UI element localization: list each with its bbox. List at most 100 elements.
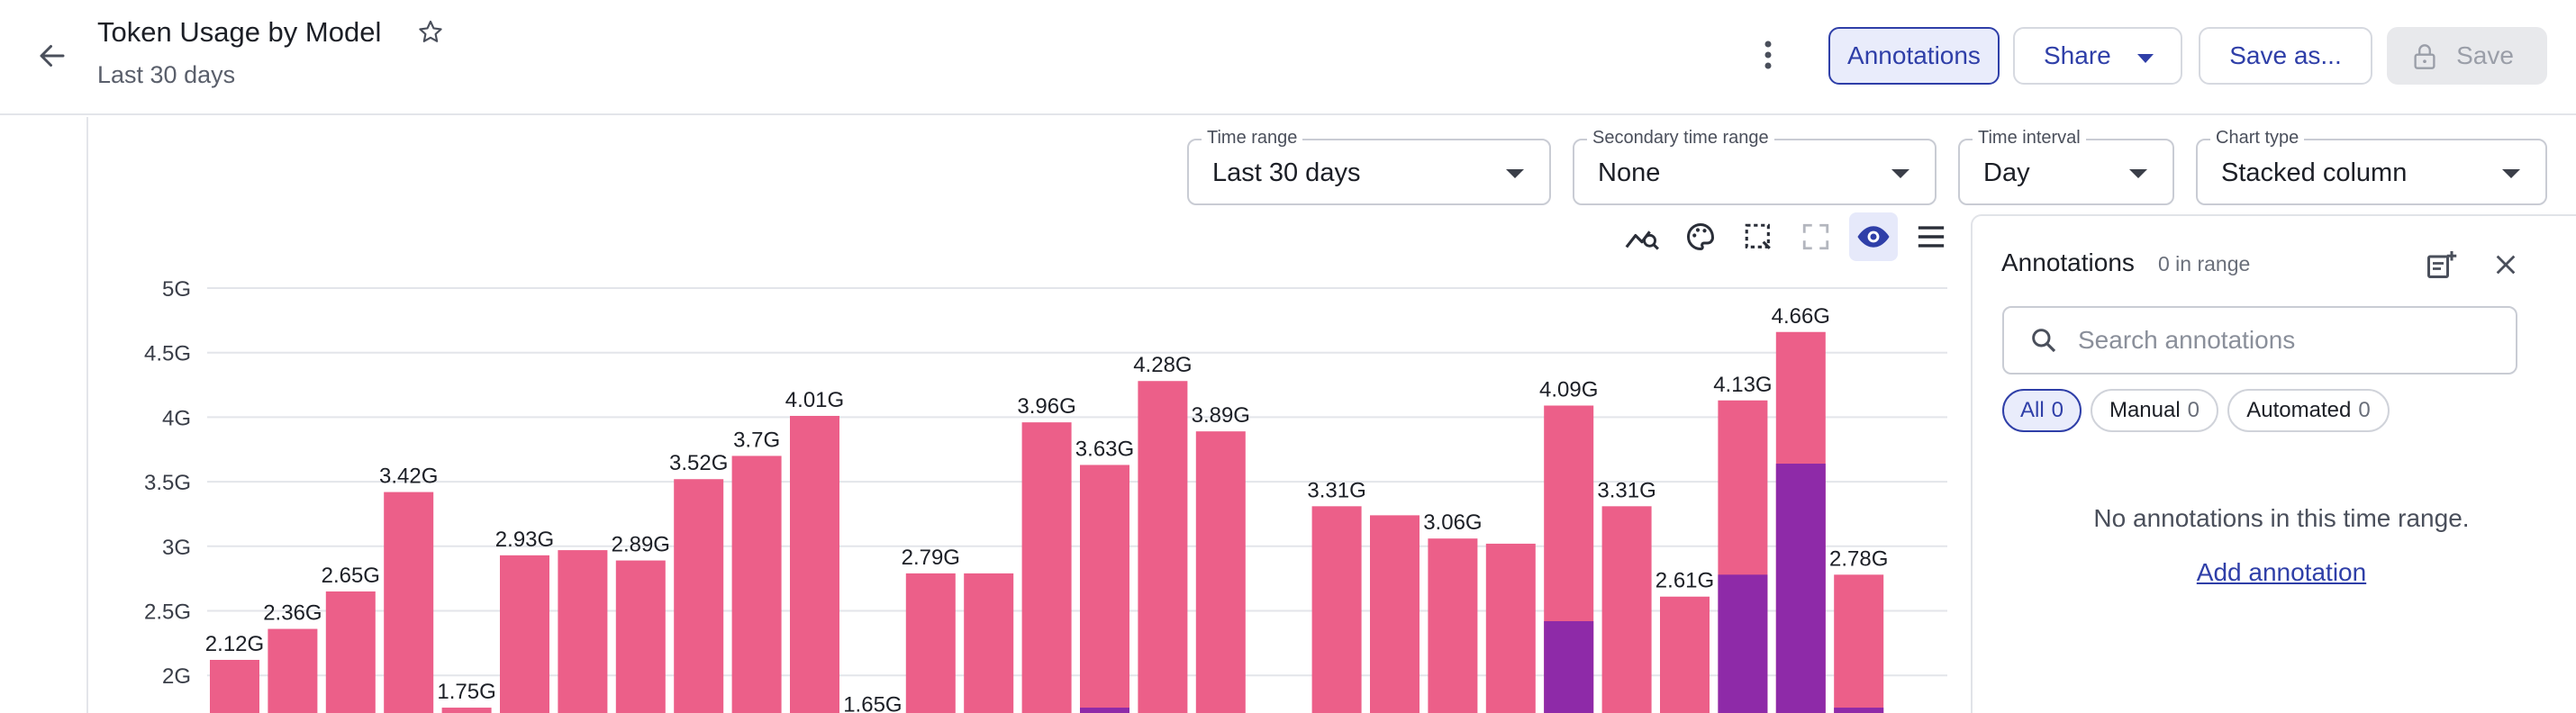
bar[interactable]	[905, 573, 956, 713]
bar[interactable]	[790, 415, 839, 713]
bar-segment[interactable]	[1544, 620, 1594, 713]
back-button[interactable]	[27, 31, 77, 81]
data-label: 3.52G	[669, 451, 728, 475]
left-rail	[0, 117, 88, 713]
bar[interactable]	[441, 708, 492, 713]
data-label: 1.75G	[437, 680, 495, 704]
bar[interactable]	[1138, 381, 1188, 713]
bar[interactable]	[210, 659, 259, 713]
data-label: 2.79G	[902, 546, 960, 570]
visibility-toggle[interactable]	[1849, 212, 1898, 261]
bar[interactable]	[325, 591, 376, 713]
chip-count: 0	[2187, 398, 2200, 422]
bar[interactable]	[1834, 574, 1884, 713]
star-icon	[419, 20, 442, 42]
caret-down-icon	[1891, 169, 1909, 178]
bar[interactable]	[674, 479, 724, 713]
y-tick-label: 2G	[162, 664, 191, 689]
bar-segment[interactable]	[1775, 464, 1826, 713]
bar[interactable]	[1021, 422, 1072, 713]
legend-menu-button[interactable]	[1907, 212, 1955, 261]
page-title: Token Usage by Model	[97, 16, 382, 48]
trend-analyze-button[interactable]	[1618, 212, 1666, 261]
data-label: 3.06G	[1423, 510, 1482, 535]
data-label: 3.89G	[1192, 403, 1250, 428]
caret-down-icon	[1506, 169, 1524, 178]
bar[interactable]	[964, 573, 1014, 713]
data-label: 2.61G	[1655, 569, 1714, 593]
save-button[interactable]: Save	[2387, 27, 2547, 85]
annotations-count: 0 in range	[2158, 252, 2251, 275]
add-note-button[interactable]	[2419, 243, 2463, 286]
annotations-panel-title: Annotations	[2001, 248, 2135, 276]
bar-segment[interactable]	[1718, 574, 1768, 713]
bar[interactable]	[615, 560, 666, 713]
caret-down-icon	[2137, 54, 2154, 63]
time-range-label: Time range	[1202, 128, 1303, 149]
data-label: 3.42G	[379, 465, 438, 489]
secondary-time-range-value: None	[1598, 158, 1661, 187]
bar[interactable]	[1195, 431, 1246, 713]
fullscreen-button[interactable]	[1791, 212, 1840, 261]
add-annotation-link[interactable]: Add annotation	[2196, 558, 2367, 586]
chip-count: 0	[2358, 398, 2371, 422]
bar[interactable]	[384, 492, 434, 713]
data-label: 3.96G	[1017, 394, 1075, 419]
bar[interactable]	[1601, 506, 1652, 713]
bar[interactable]	[1485, 543, 1536, 713]
chip-label: Manual	[2109, 398, 2181, 422]
bar[interactable]	[1428, 538, 1478, 713]
bar[interactable]	[1080, 465, 1129, 713]
bar[interactable]	[558, 550, 608, 713]
bar[interactable]	[268, 628, 318, 713]
close-icon	[2496, 255, 2516, 275]
y-tick-label: 5G	[162, 277, 191, 302]
bar[interactable]	[731, 456, 782, 713]
page-subtitle: Last 30 days	[97, 61, 236, 88]
favorite-button[interactable]	[416, 18, 452, 54]
secondary-time-range-select[interactable]: Secondary time range None	[1573, 128, 1937, 205]
bar[interactable]	[1660, 596, 1710, 713]
share-button-label: Share	[2044, 41, 2111, 69]
data-label: 2.78G	[1829, 546, 1888, 571]
bar[interactable]	[1370, 515, 1420, 713]
secondary-time-range-label: Secondary time range	[1587, 128, 1774, 149]
data-label: 4.66G	[1772, 304, 1830, 329]
lock-icon	[2414, 44, 2435, 69]
chip-label: All	[2019, 398, 2045, 422]
bar-segment[interactable]	[1080, 708, 1129, 713]
filter-chip-automated[interactable]: Automated 0	[2227, 389, 2390, 432]
palette-icon	[1687, 222, 1715, 251]
palette-button[interactable]	[1676, 212, 1725, 261]
filter-chip-all[interactable]: All 0	[2002, 389, 2082, 432]
bar-segment[interactable]	[1834, 708, 1884, 713]
select-region-icon	[1745, 223, 1771, 249]
fullscreen-icon	[1802, 223, 1829, 250]
time-interval-select[interactable]: Time interval Day	[1958, 128, 2174, 205]
arrow-left-icon	[40, 45, 65, 67]
data-label: 2.65G	[322, 564, 380, 588]
caret-down-icon	[2502, 169, 2520, 178]
y-tick-label: 3G	[162, 536, 191, 560]
select-region-button[interactable]	[1734, 212, 1782, 261]
data-label: 3.63G	[1075, 437, 1134, 461]
annotations-button[interactable]: Annotations	[1828, 27, 2000, 85]
bar[interactable]	[500, 555, 549, 713]
data-label: 4.09G	[1539, 377, 1598, 402]
share-button[interactable]: Share	[2013, 27, 2182, 85]
time-range-select[interactable]: Time range Last 30 days	[1187, 128, 1551, 205]
save-as-button-label: Save as...	[2229, 41, 2342, 69]
more-vertical-icon	[1764, 41, 1772, 69]
search-annotations-input[interactable]	[2078, 322, 2492, 358]
time-range-value: Last 30 days	[1212, 158, 1361, 187]
chart-type-value: Stacked column	[2221, 158, 2408, 187]
data-label: 1.65G	[843, 692, 902, 713]
bar[interactable]	[1311, 506, 1362, 713]
filter-chip-manual[interactable]: Manual 0	[2091, 389, 2218, 432]
chart-type-select[interactable]: Chart type Stacked column	[2196, 128, 2547, 205]
save-as-button[interactable]: Save as...	[2199, 27, 2372, 85]
eye-icon	[1857, 226, 1890, 248]
y-tick-label: 4.5G	[144, 342, 191, 366]
more-options-button[interactable]	[1747, 32, 1789, 77]
close-panel-button[interactable]	[2484, 243, 2527, 286]
